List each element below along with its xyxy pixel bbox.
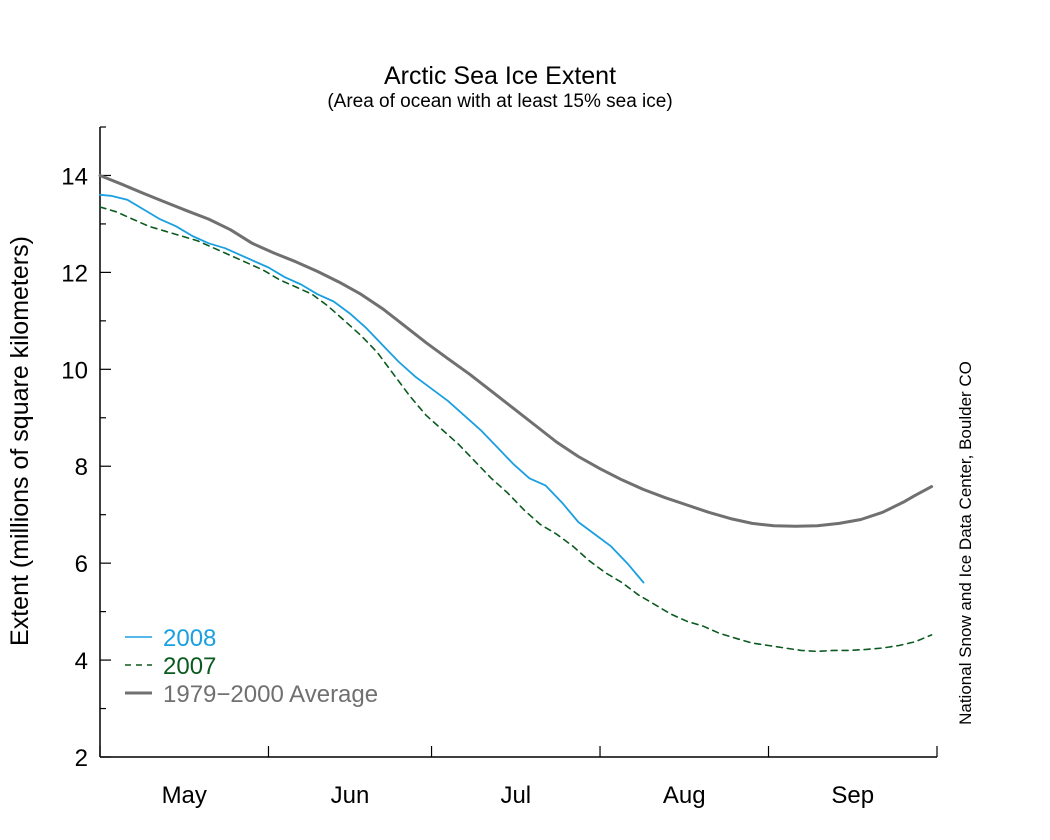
legend-label: 1979−2000 Average <box>163 681 378 708</box>
series-line-1979-2000-average <box>98 174 934 528</box>
y-tick-label: 6 <box>75 551 88 578</box>
y-tick-label: 2 <box>75 745 88 772</box>
series-line-2008 <box>99 193 645 584</box>
credit-text: National Snow and Ice Data Center, Bould… <box>956 361 975 725</box>
legend-label: 2007 <box>163 653 216 680</box>
x-ticks: May Jun Jul Aug Sep <box>99 746 938 809</box>
x-tick-label: May <box>162 782 207 809</box>
x-tick-label: Aug <box>663 782 706 809</box>
series-line-2007 <box>99 206 933 653</box>
x-tick-label: Sep <box>831 782 874 809</box>
chart-title: Arctic Sea Ice Extent <box>384 62 616 90</box>
y-tick-label: 14 <box>61 163 88 190</box>
chart-subtitle: (Area of ocean with at least 15% sea ice… <box>327 91 672 112</box>
y-tick-label: 4 <box>75 648 88 675</box>
x-tick-label: Jun <box>331 782 370 809</box>
y-tick-label: 8 <box>75 454 88 481</box>
y-tick-label: 12 <box>61 260 88 287</box>
legend-label: 2008 <box>163 625 216 652</box>
y-ticks: 2 4 6 8 10 12 14 <box>61 126 111 772</box>
series-layer <box>98 174 934 653</box>
y-axis-label: Extent (millions of square kilometers) <box>6 236 34 646</box>
y-tick-label: 10 <box>61 357 88 384</box>
x-tick-label: Jul <box>500 782 531 809</box>
